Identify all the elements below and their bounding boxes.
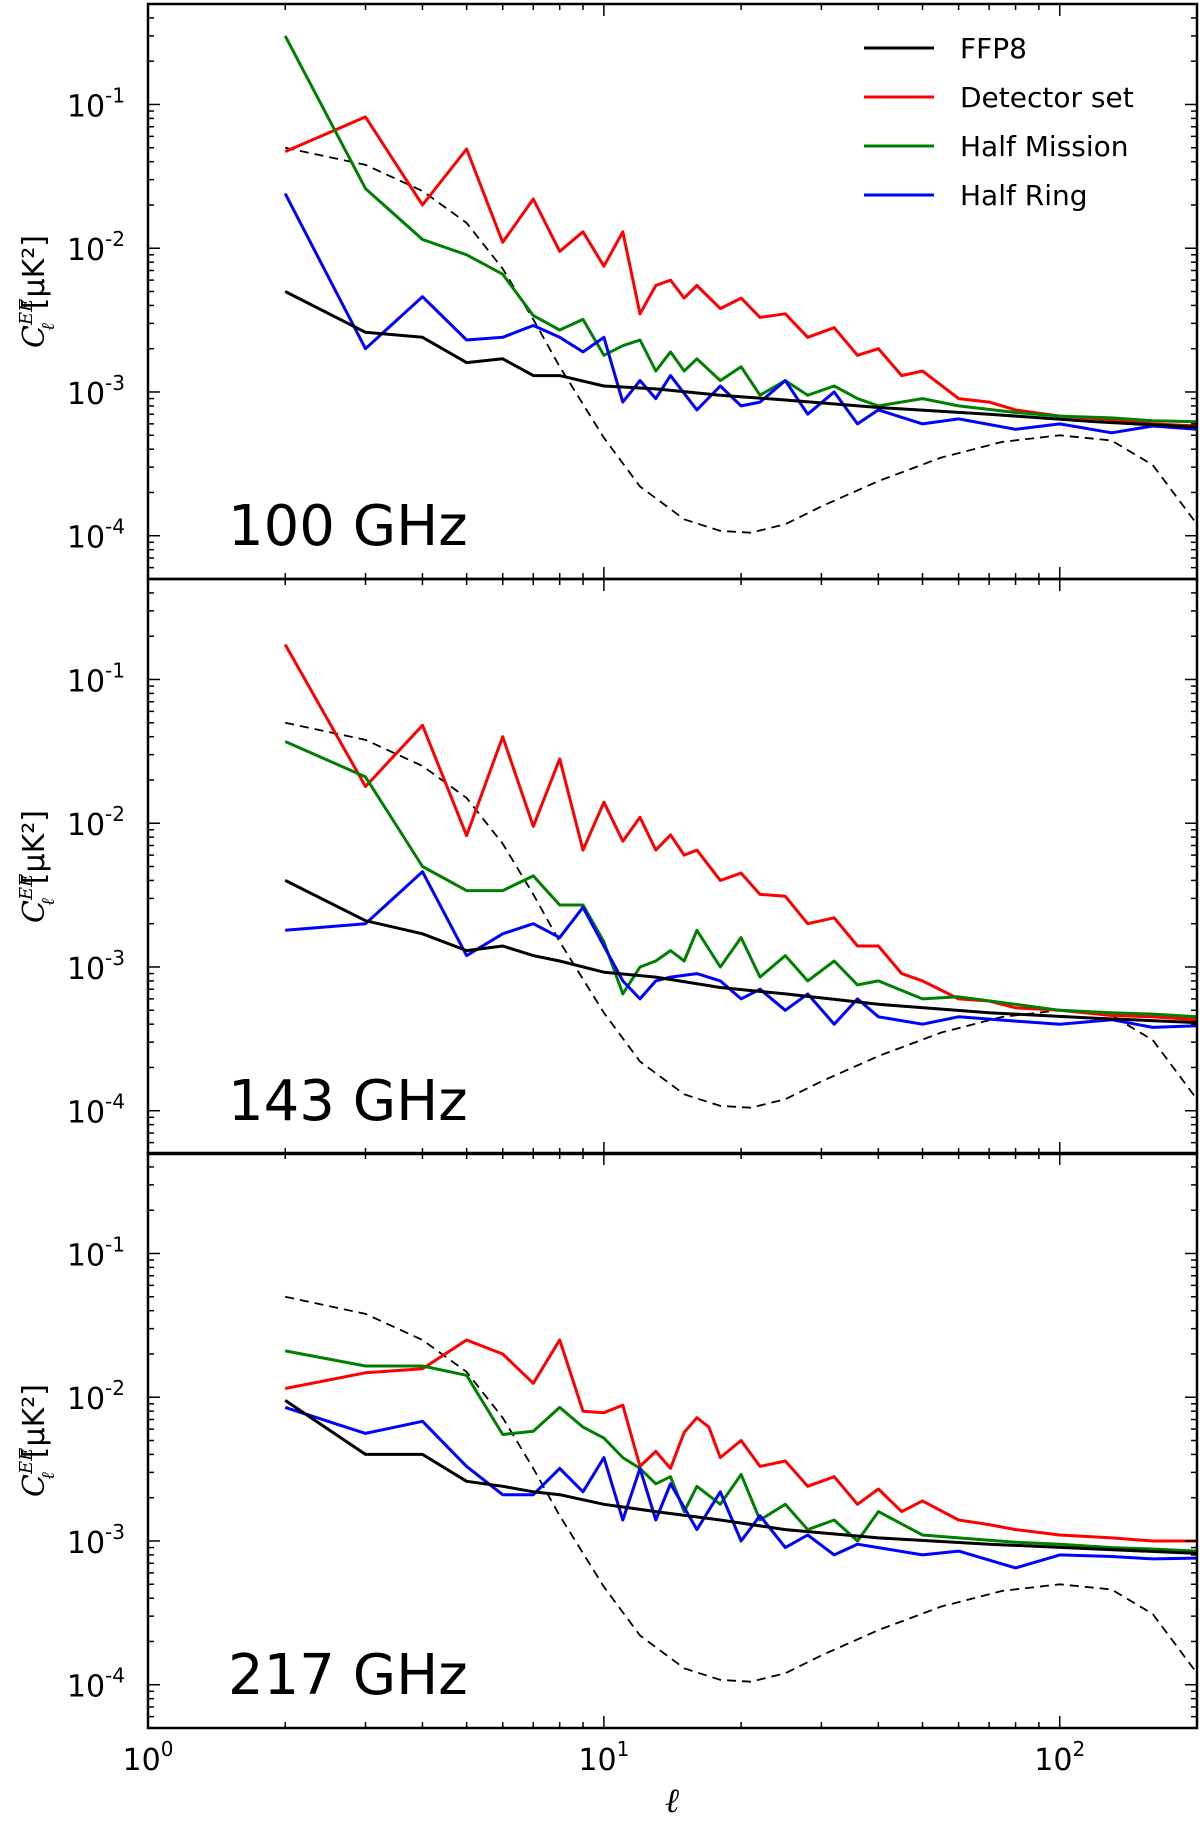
panel-label: 217 GHz [228,1643,468,1708]
series-halfmission [284,740,1197,1019]
panel-label: 100 GHz [228,494,468,559]
series-detset [284,1338,1197,1543]
panels-layer: 10-1 10-2 10-3 10-4 CEEℓ[μK²] 100 GHz 10-1 10-2… [16,2,1199,1730]
y-axis-label: CEEℓ[μK²] [16,235,59,348]
y-tick-label: 10-1 [67,658,125,699]
series-detset [283,643,1197,1022]
y-tick-label: 10-3 [67,946,125,987]
panel-frame [146,577,1199,1156]
x-tick-labels: 100 101 102 [123,1737,1086,1778]
x-tick-label: 100 [123,1737,174,1778]
y-axis-label: CEEℓ[μK²] [16,810,59,923]
series-detset [284,115,1197,428]
legend-label-ffp8: FFP8 [960,32,1027,65]
series-halfring [284,1405,1197,1570]
legend: FFP8 Detector set Half Mission Half Ring [864,32,1134,212]
y-tick-label: 10-2 [67,227,125,268]
theory-curve [285,146,1197,534]
y-axis-label: CEEℓ[μK²] [16,1384,59,1497]
y-tick-label: 10-4 [67,515,125,556]
legend-label-detset: Detector set [960,81,1134,114]
series-halfmission [283,35,1197,424]
series-halfmission [284,1349,1197,1553]
panel-frame [146,1151,1199,1730]
y-tick-label: 10-4 [67,1090,125,1131]
legend-label-halfring: Half Ring [960,179,1088,212]
y-tick-label: 10-1 [67,1232,125,1273]
x-axis-label: ℓ [665,1781,679,1821]
panel-2: 10-1 10-2 10-3 10-4 CEEℓ[μK²] 217 GHz [16,1151,1199,1730]
y-tick-label: 10-1 [67,83,125,124]
series-halfring [283,192,1197,435]
y-tick-label: 10-4 [67,1664,125,1705]
theory-curve [285,721,1197,1109]
series-ffp8 [284,1399,1197,1555]
panel-label: 143 GHz [228,1069,468,1134]
x-tick-label: 102 [1034,1737,1085,1778]
panel-1: 10-1 10-2 10-3 10-4 CEEℓ[μK²] 143 GHz [16,577,1199,1156]
x-tick-label: 101 [578,1737,629,1778]
series-ffp8 [284,290,1197,429]
y-tick-label: 10-3 [67,371,125,412]
y-tick-label: 10-3 [67,1520,125,1561]
legend-label-halfmission: Half Mission [960,130,1129,163]
panel-0: 10-1 10-2 10-3 10-4 CEEℓ[μK²] 100 GHz [16,2,1199,581]
series-ffp8 [284,879,1197,1025]
y-tick-label: 10-2 [67,1376,125,1417]
y-tick-label: 10-2 [67,802,125,843]
series-halfring [285,870,1197,1029]
theory-curve [285,1295,1197,1683]
